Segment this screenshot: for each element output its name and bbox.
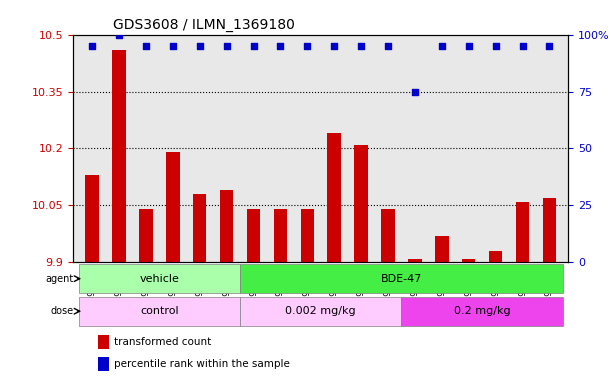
Bar: [516, 202, 529, 262]
Bar: [489, 251, 502, 262]
Point: [276, 43, 285, 49]
Text: vehicle: vehicle: [139, 274, 180, 284]
Bar: [79, 264, 240, 293]
Bar: [79, 296, 240, 326]
Point: [249, 43, 258, 49]
Bar: [543, 198, 556, 262]
Point: [544, 43, 554, 49]
Bar: [247, 209, 260, 262]
Text: transformed count: transformed count: [114, 337, 211, 347]
Point: [87, 43, 97, 49]
Point: [329, 43, 339, 49]
Text: control: control: [140, 306, 178, 316]
Bar: [98, 335, 109, 349]
Bar: [401, 296, 563, 326]
Point: [222, 43, 232, 49]
Point: [491, 43, 500, 49]
Bar: [240, 296, 401, 326]
Text: 0.002 mg/kg: 0.002 mg/kg: [285, 306, 356, 316]
Bar: [98, 357, 109, 371]
Text: 0.2 mg/kg: 0.2 mg/kg: [454, 306, 510, 316]
Bar: [112, 50, 126, 262]
Bar: [462, 258, 475, 262]
Bar: [381, 209, 395, 262]
Text: agent: agent: [46, 274, 74, 284]
Point: [383, 43, 393, 49]
Bar: [240, 264, 563, 293]
Point: [195, 43, 205, 49]
Point: [518, 43, 527, 49]
Bar: [274, 209, 287, 262]
Point: [356, 43, 366, 49]
Text: BDE-47: BDE-47: [381, 274, 422, 284]
Bar: [301, 209, 314, 262]
Bar: [435, 236, 448, 262]
Point: [410, 88, 420, 94]
Point: [464, 43, 474, 49]
Point: [141, 43, 151, 49]
Bar: [327, 133, 341, 262]
Bar: [166, 152, 180, 262]
Text: GDS3608 / ILMN_1369180: GDS3608 / ILMN_1369180: [113, 18, 295, 32]
Bar: [354, 145, 368, 262]
Point: [168, 43, 178, 49]
Point: [302, 43, 312, 49]
Bar: [220, 190, 233, 262]
Bar: [408, 258, 422, 262]
Point: [114, 31, 124, 38]
Text: percentile rank within the sample: percentile rank within the sample: [114, 359, 290, 369]
Point: [437, 43, 447, 49]
Bar: [193, 194, 207, 262]
Bar: [139, 209, 153, 262]
Text: dose: dose: [51, 306, 74, 316]
Bar: [86, 175, 99, 262]
